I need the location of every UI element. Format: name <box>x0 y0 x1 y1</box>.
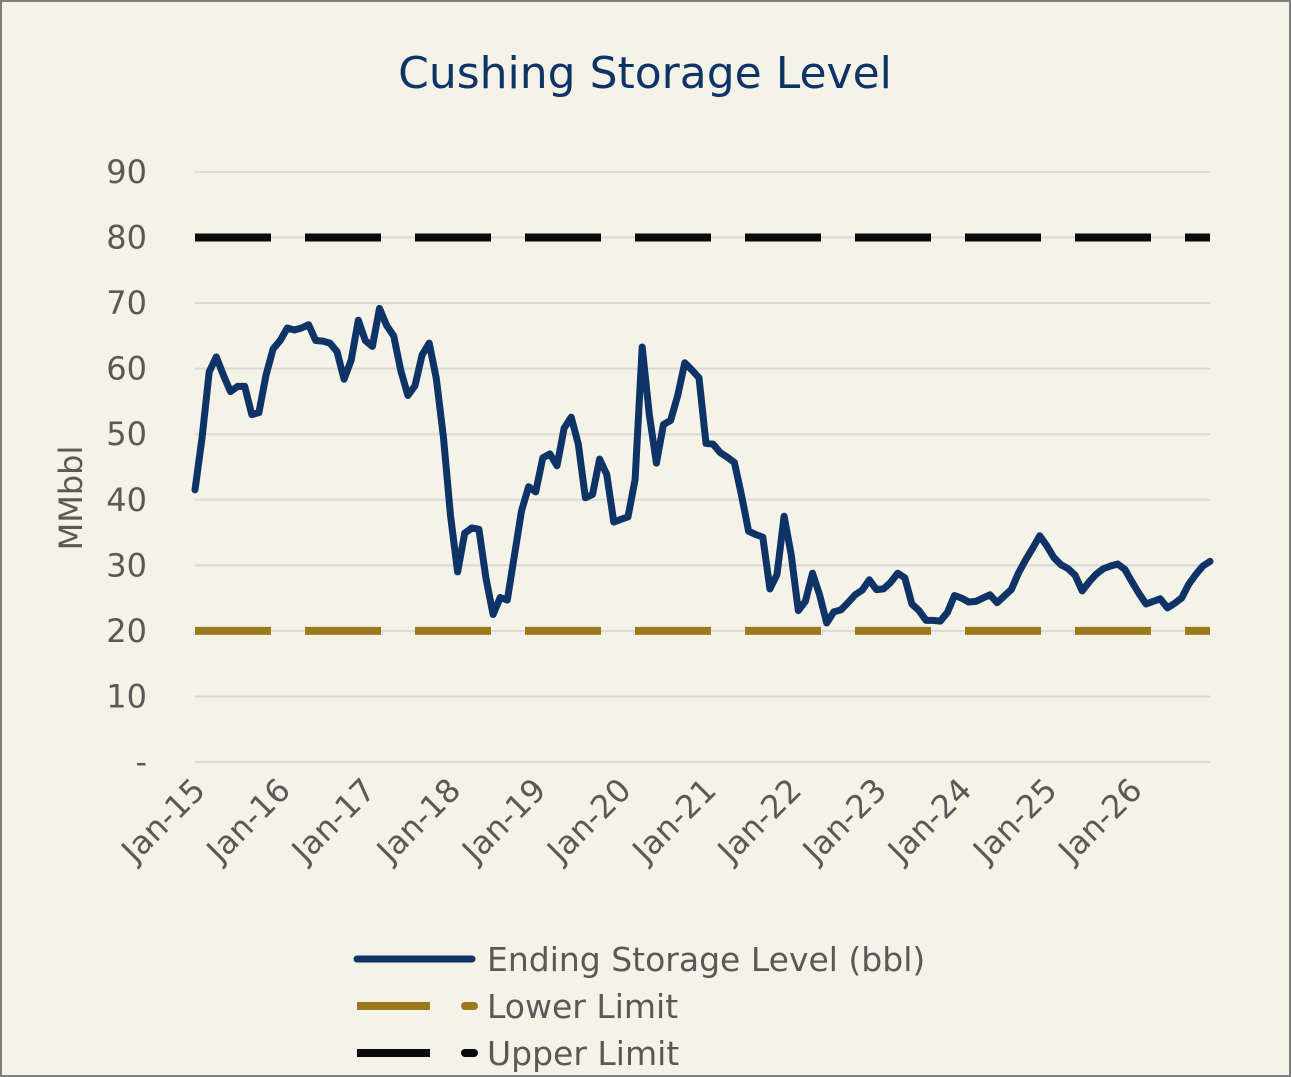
y-tick-label: 20 <box>106 612 147 650</box>
x-tick-label: Jan-17 <box>283 771 383 871</box>
x-tick-label: Jan-25 <box>964 771 1064 871</box>
y-tick-label: 70 <box>106 284 147 322</box>
x-tick-label: Jan-26 <box>1049 771 1149 871</box>
y-tick-label: 40 <box>106 481 147 519</box>
y-tick-label: 80 <box>106 219 147 257</box>
x-tick-label: Jan-19 <box>453 771 553 871</box>
x-tick-label: Jan-24 <box>879 771 979 871</box>
y-tick-label: 10 <box>106 677 147 715</box>
gridlines <box>195 171 1210 763</box>
y-tick-label: - <box>135 743 147 781</box>
legend-label-lower-limit: Lower Limit <box>487 987 678 1026</box>
x-axis-ticks: Jan-15Jan-16Jan-17Jan-18Jan-19Jan-20Jan-… <box>113 771 1150 871</box>
y-tick-label: 30 <box>106 546 147 584</box>
limit-lines <box>195 233 1210 635</box>
legend: Ending Storage Level (bbl) Lower Limit Upp… <box>353 940 925 1073</box>
y-axis-label: MMbbl <box>52 446 90 551</box>
y-axis-ticks: - 10 20 30 40 50 60 70 80 90 <box>106 153 147 781</box>
y-tick-label: 90 <box>106 153 147 191</box>
x-tick-label: Jan-22 <box>709 771 809 871</box>
x-tick-label: Jan-21 <box>624 771 724 871</box>
x-tick-label: Jan-18 <box>368 771 468 871</box>
y-tick-label: 60 <box>106 350 147 388</box>
x-tick-label: Jan-23 <box>794 771 894 871</box>
chart-title: Cushing Storage Level <box>398 48 892 99</box>
storage-level-line <box>191 304 1214 627</box>
x-tick-label: Jan-20 <box>538 771 638 871</box>
x-tick-label: Jan-16 <box>198 771 298 871</box>
data-series <box>191 304 1214 627</box>
x-tick-label: Jan-15 <box>113 771 213 871</box>
y-tick-label: 50 <box>106 415 147 453</box>
legend-label-upper-limit: Upper Limit <box>487 1034 679 1073</box>
legend-label-ending-storage-level-bbl: Ending Storage Level (bbl) <box>487 940 925 979</box>
